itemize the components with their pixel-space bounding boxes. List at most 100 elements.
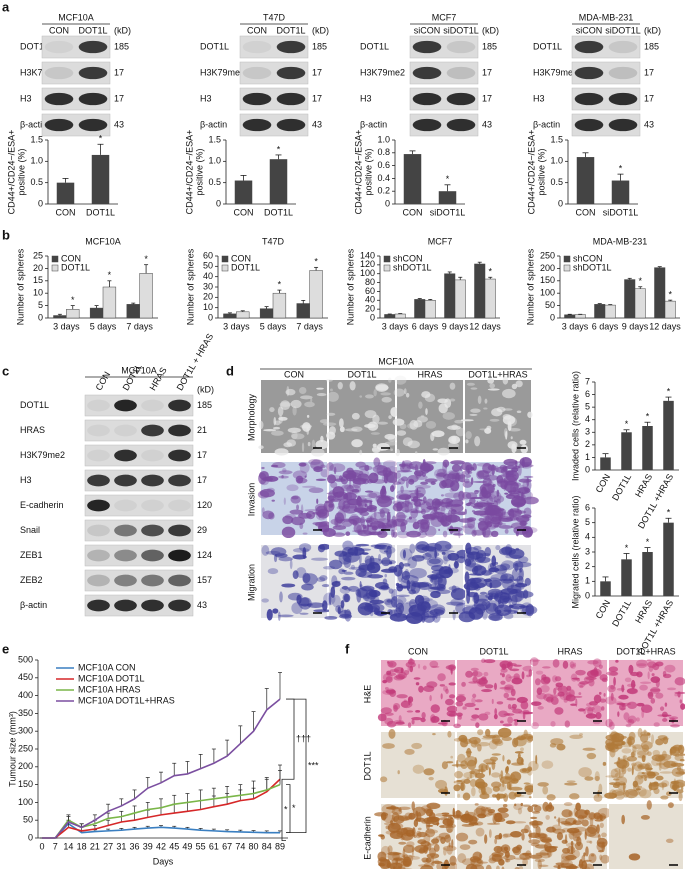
micrograph-feature: [387, 851, 400, 856]
micrograph-feature: [507, 716, 513, 724]
micrograph-feature: [453, 784, 461, 792]
bar: [53, 315, 67, 319]
x-tick-label: 3 days: [562, 321, 589, 331]
y-tick-label: 0.5: [208, 177, 221, 187]
micrograph-feature: [431, 569, 450, 575]
micrograph-feature: [445, 665, 456, 670]
micrograph-feature: [465, 670, 473, 678]
micrograph-feature: [424, 478, 438, 483]
micrograph-feature: [359, 395, 363, 398]
micrograph-feature: [605, 775, 616, 778]
micrograph-feature: [602, 761, 607, 766]
micrograph-feature: [457, 693, 465, 697]
micrograph-feature: [517, 807, 523, 815]
micrograph-feature: [457, 715, 462, 720]
y-tick-label: 50: [23, 815, 33, 825]
y-tick-label: 15: [33, 275, 43, 285]
micrograph-feature: [552, 826, 555, 833]
micrograph-feature: [422, 610, 436, 623]
micrograph-feature: [429, 660, 439, 668]
micrograph: [609, 804, 683, 869]
micrograph-feature: [300, 597, 310, 607]
micrograph-feature: [343, 556, 352, 569]
micrograph-feature: [358, 564, 376, 571]
micrograph-feature: [345, 428, 358, 432]
micrograph-feature: [395, 858, 399, 866]
micrograph-feature: [610, 768, 619, 779]
blot-band: [141, 399, 164, 412]
micrograph-feature: [397, 815, 410, 822]
micrograph-feature: [508, 676, 521, 679]
micrograph-feature: [451, 839, 454, 849]
blot-band: [87, 449, 110, 462]
micrograph-feature: [648, 781, 652, 792]
micrograph-feature: [487, 378, 495, 384]
micrograph-feature: [627, 737, 632, 747]
micrograph-feature: [660, 795, 669, 800]
micrograph-feature: [296, 504, 300, 510]
micrograph-feature: [400, 858, 413, 868]
micrograph-feature: [531, 721, 539, 730]
micrograph-feature: [618, 694, 629, 700]
legend-label: MCF10A DOT1L: [78, 673, 145, 683]
micrograph-feature: [462, 481, 473, 488]
micrograph-feature: [586, 752, 597, 760]
micrograph-feature: [627, 701, 638, 709]
y-axis-label: Migrated cells (relative ratio): [570, 495, 580, 608]
micrograph-feature: [490, 530, 499, 538]
micrograph-feature: [582, 747, 596, 751]
micrograph-feature: [347, 546, 365, 556]
blot-size: 17: [197, 450, 207, 460]
micrograph-feature: [570, 703, 577, 706]
blot-row-label: E-cadherin: [20, 500, 64, 510]
micrograph-feature: [586, 840, 591, 844]
column-label: CON: [408, 646, 428, 656]
micrograph-feature: [564, 720, 571, 728]
micrograph-feature: [679, 758, 685, 762]
micrograph-feature: [585, 676, 597, 681]
micrograph-feature: [302, 572, 311, 584]
micrograph-feature: [494, 793, 507, 799]
micrograph-feature: [395, 582, 400, 587]
y-axis-label: positive (%): [536, 148, 546, 195]
micrograph-feature: [470, 502, 484, 508]
micrograph-feature: [402, 437, 413, 447]
micrograph-feature: [377, 511, 392, 515]
micrograph-feature: [447, 425, 461, 430]
micrograph-feature: [599, 698, 606, 703]
micrograph-feature: [411, 742, 423, 750]
blot-size: 124: [197, 550, 212, 560]
blot-row-label: β-actin: [533, 119, 560, 129]
micrograph-feature: [355, 548, 372, 551]
micrograph-feature: [568, 829, 575, 840]
y-tick-label: 450: [18, 672, 33, 682]
micrograph-feature: [428, 507, 441, 511]
micrograph-feature: [407, 556, 418, 569]
x-tick-label: CON: [56, 207, 76, 217]
micrograph-feature: [411, 846, 414, 856]
micrograph-feature: [278, 415, 283, 424]
significance-bracket: [286, 698, 307, 834]
micrograph-feature: [511, 846, 521, 854]
legend-swatch: [563, 264, 571, 272]
blot-size: 17: [114, 93, 124, 103]
micrograph-feature: [631, 762, 637, 767]
blot-band: [78, 92, 108, 106]
micrograph-feature: [388, 415, 392, 420]
micrograph-feature: [610, 737, 621, 740]
blot-row-label: DOT1L: [200, 41, 229, 51]
micrograph-feature: [356, 495, 362, 506]
micrograph-feature: [508, 508, 515, 520]
micrograph-feature: [599, 854, 603, 861]
y-tick-label: 0: [208, 312, 213, 322]
micrograph-feature: [311, 448, 325, 457]
micrograph-feature: [377, 421, 389, 425]
x-tick-label: HRAS: [633, 472, 654, 499]
micrograph-feature: [623, 758, 631, 762]
micrograph-feature: [619, 735, 627, 739]
micrograph-feature: [301, 583, 314, 591]
y-axis-label: Number of spheres: [15, 248, 25, 325]
micrograph-feature: [527, 411, 533, 418]
blot-size: 17: [114, 67, 124, 77]
bar: [611, 180, 630, 204]
